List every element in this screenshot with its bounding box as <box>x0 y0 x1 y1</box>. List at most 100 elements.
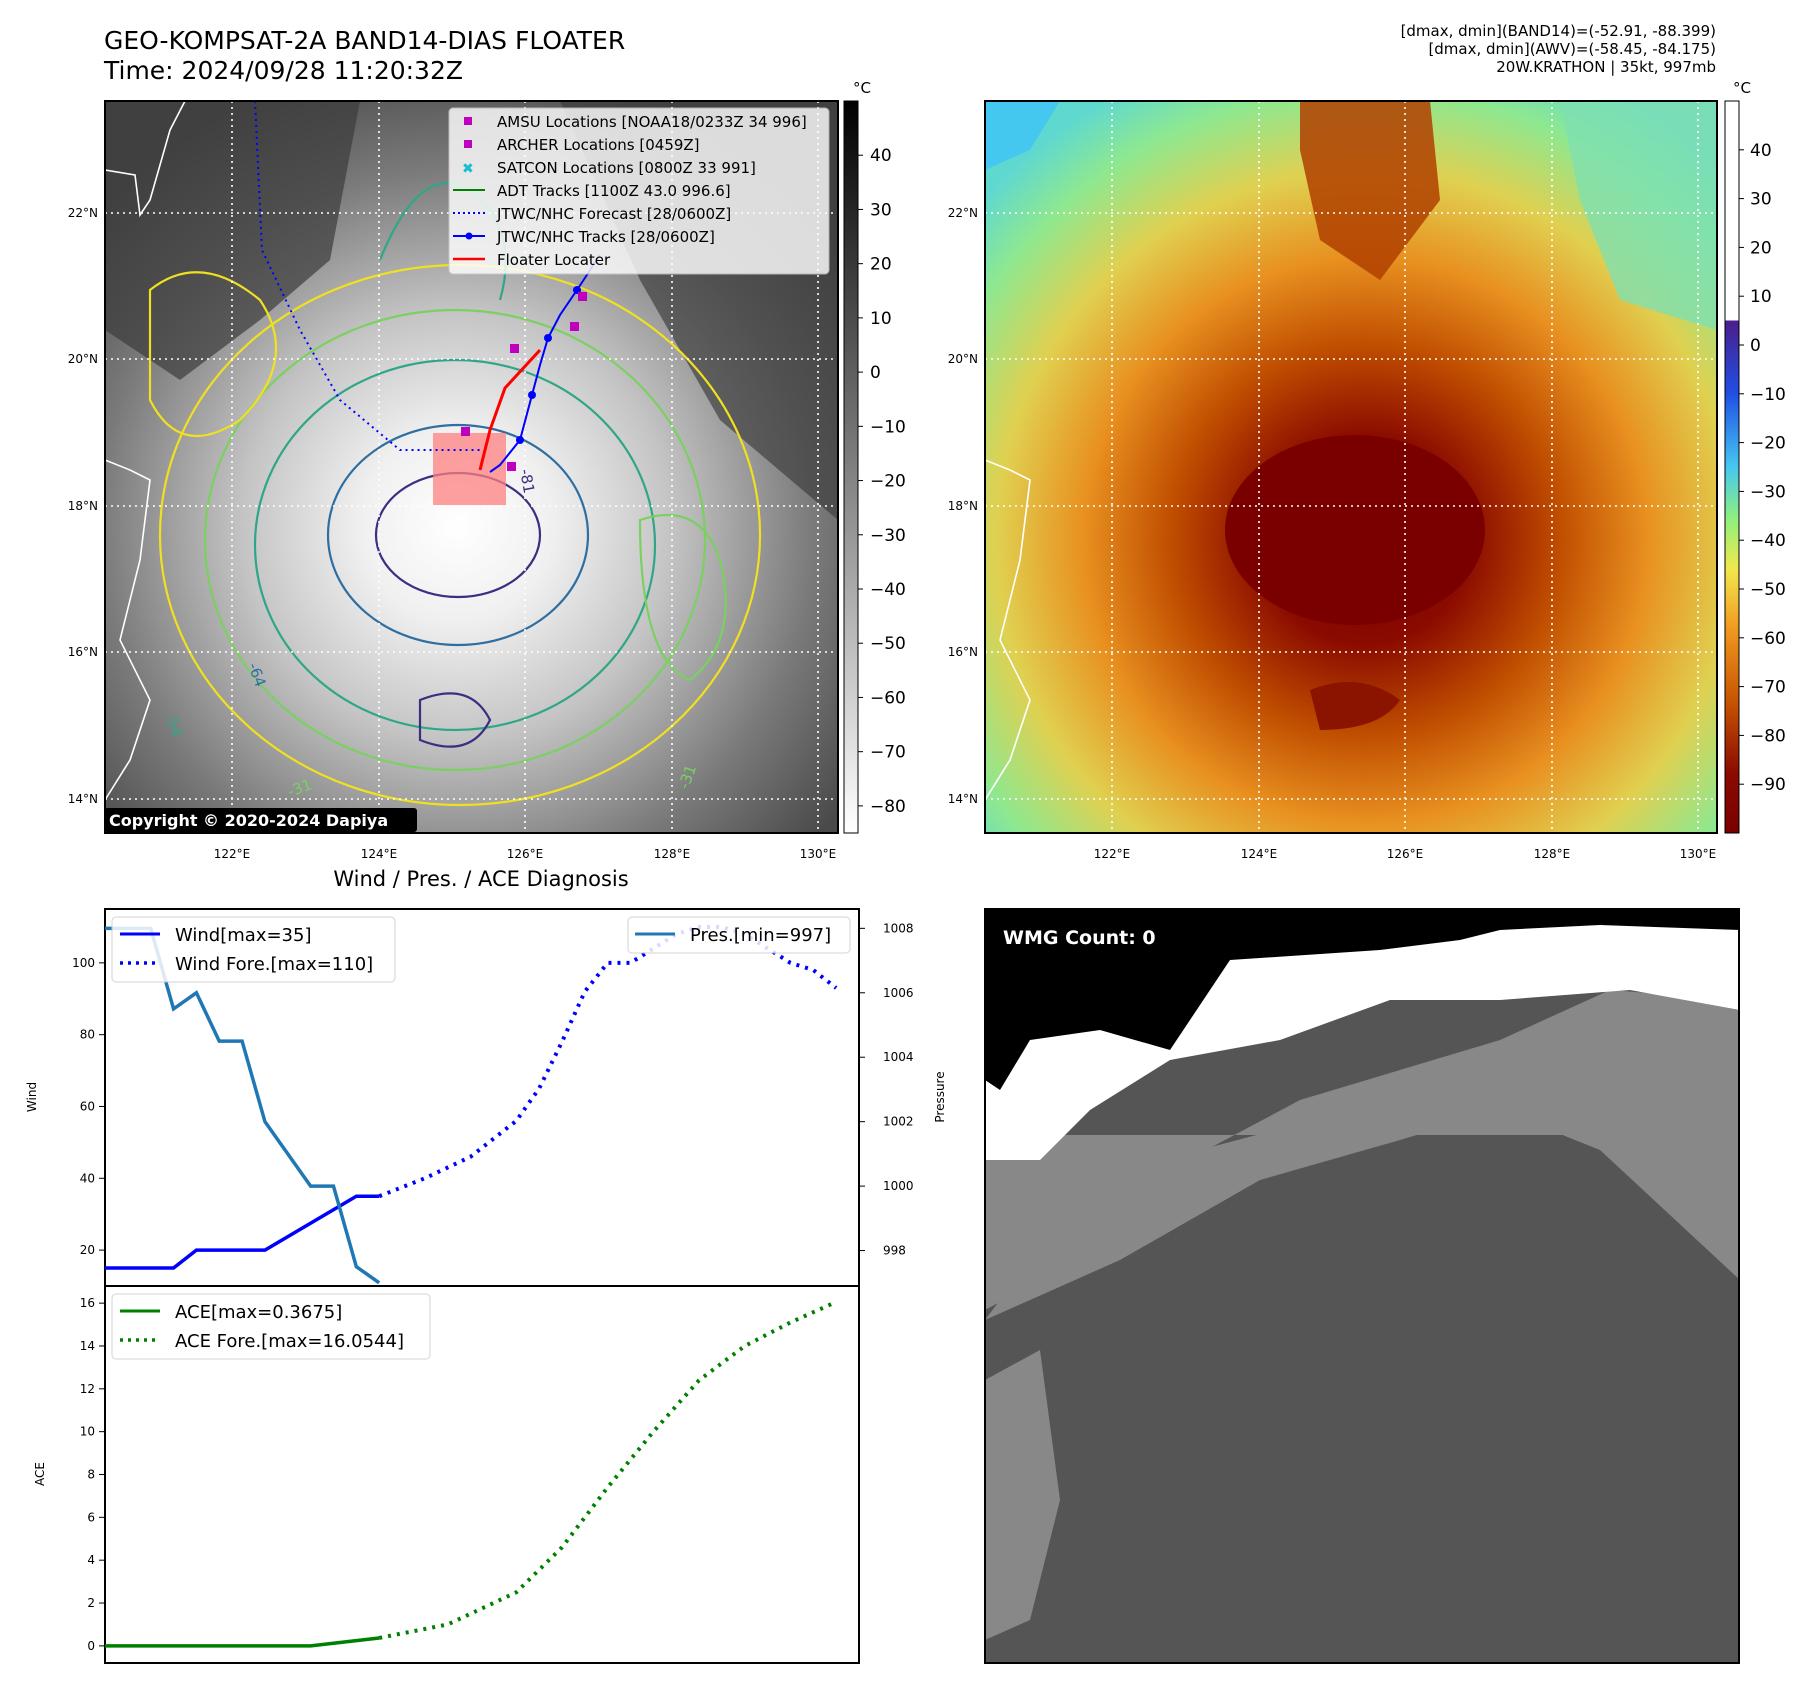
colorbar-tick-label: 30 <box>870 200 892 220</box>
wind-ytick-label: 100 <box>72 956 95 970</box>
awv-storm-core <box>1225 435 1485 625</box>
colorbar-tick-label: −30 <box>870 526 906 546</box>
lat-label: 18°N <box>68 499 98 513</box>
wind-ytick-label: 80 <box>80 1028 95 1042</box>
ir-map-frame <box>104 100 839 834</box>
awv-map <box>984 100 1718 834</box>
colorbar-awv: °C 40 30 20 10 0 −10 −20 −30 −40 −50 −60 −70 −80 −90 <box>1724 79 1786 834</box>
wmg-panel: WMG Count: 0 <box>984 908 1740 1664</box>
jtwc-track <box>489 254 601 473</box>
awv-moist-region <box>985 101 1060 170</box>
legend-label: Wind Fore.[max=110] <box>175 954 373 975</box>
ace-legend-box <box>111 1293 431 1360</box>
awv-lat-labels: 22°N 20°N 18°N 16°N 14°N <box>948 206 978 806</box>
jtwc-forecast-track <box>254 100 480 451</box>
legend-label: AMSU Locations [NOAA18/0233Z 34 996] <box>497 113 807 131</box>
legend-label: JTWC/NHC Forecast [28/0600Z] <box>496 205 731 223</box>
colorbar-tick-label: −50 <box>1750 580 1786 600</box>
title-line-1: GEO-KOMPSAT-2A BAND14-DIAS FLOATER <box>104 26 626 55</box>
lon-label: 126°E <box>507 847 544 861</box>
lat-label: 18°N <box>948 499 978 513</box>
colorbar-tick-label: −50 <box>870 634 906 654</box>
colorbar-unit: °C <box>1733 79 1751 97</box>
awv-gridlines <box>985 101 1717 833</box>
awv-coastline <box>984 459 1031 801</box>
pressure-ytick-label: 1002 <box>883 1115 914 1129</box>
copyright-text: Copyright © 2020-2024 Dapiya <box>109 811 388 830</box>
ace-axis-label: ACE <box>33 1462 47 1486</box>
info-line-3: 20W.KRATHON | 35kt, 997mb <box>1496 58 1716 76</box>
lat-label: 14°N <box>948 792 978 806</box>
lon-label: 122°E <box>214 847 251 861</box>
ace-legend: ACE[max=0.3675] ACE Fore.[max=16.0544] <box>111 1293 431 1360</box>
ace-yticks: 16 14 12 10 8 6 4 2 0 <box>80 1296 105 1653</box>
wind-axis-label: Wind <box>25 1082 39 1112</box>
ace-ytick-label: 4 <box>87 1553 95 1567</box>
lat-label: 22°N <box>948 206 978 220</box>
x-marker-icon: ✖ <box>462 161 474 177</box>
info-line-2: [dmax, dmin](AWV)=(-58.45, -84.175) <box>1428 40 1716 58</box>
floater-locater-track <box>478 348 542 471</box>
title-line-2: Time: 2024/09/28 11:20:32Z <box>104 56 463 85</box>
colorbar-ticks: 40 30 20 10 0 −10 −20 −30 −40 −50 −60 −70 −80 <box>858 146 906 817</box>
lat-label: 16°N <box>68 645 98 659</box>
colorbar-tick-label: −70 <box>870 743 906 763</box>
legend-item-jtwc-tracks: JTWC/NHC Tracks [28/0600Z] <box>453 228 715 246</box>
pressure-ytick-label: 1008 <box>883 921 914 935</box>
legend-label: ACE Fore.[max=16.0544] <box>175 1331 404 1352</box>
legend-item-jtwc-forecast: JTWC/NHC Forecast [28/0600Z] <box>453 205 731 223</box>
legend-item-archer: ARCHER Locations [0459Z] <box>464 136 700 154</box>
lat-label: 22°N <box>68 206 98 220</box>
legend-label: ACE[max=0.3675] <box>175 1302 342 1323</box>
ace-ytick-label: 14 <box>80 1339 95 1353</box>
pressure-ytick-label: 1004 <box>883 1050 914 1064</box>
legend-label: ADT Tracks [1100Z 43.0 996.6] <box>497 182 731 200</box>
pressure-yticks: 1008 1006 1004 1002 1000 998 <box>859 921 914 1258</box>
legend-item-adt: ADT Tracks [1100Z 43.0 996.6] <box>453 182 731 200</box>
wmg-frame <box>984 908 1740 1664</box>
lon-label: 128°E <box>654 847 691 861</box>
colorbar-tick-label: −60 <box>870 688 906 708</box>
ace-ytick-label: 6 <box>87 1510 95 1524</box>
legend-label: Wind[max=35] <box>175 925 312 946</box>
square-marker-icon <box>464 140 472 148</box>
lon-label: 126°E <box>1387 847 1424 861</box>
wmg-count-text: WMG Count: 0 <box>1003 927 1156 949</box>
wind-ytick-label: 20 <box>80 1243 95 1257</box>
legend-item-amsu: AMSU Locations [NOAA18/0233Z 34 996] <box>464 113 807 131</box>
ace-ytick-label: 12 <box>80 1382 95 1396</box>
colorbar-tick-label: 30 <box>1750 190 1772 210</box>
wind-legend-box <box>111 916 396 983</box>
legend-label: SATCON Locations [0800Z 33 991] <box>497 159 756 177</box>
awv-dry-band <box>1300 101 1440 280</box>
info-line-1: [dmax, dmin](BAND14)=(-52.91, -88.399) <box>1400 22 1716 40</box>
colorbar-tick-label: 20 <box>1750 238 1772 258</box>
colorbar-tick-label: 20 <box>870 255 892 275</box>
colorbar-tick-label: 0 <box>1750 336 1761 356</box>
legend-label: JTWC/NHC Tracks [28/0600Z] <box>496 228 715 246</box>
colorbar-tick-label: 0 <box>870 363 881 383</box>
wind-line <box>105 1194 380 1270</box>
pressure-ytick-label: 1000 <box>883 1179 914 1193</box>
colorbar-tick-label: 10 <box>870 309 892 329</box>
chart-title: Wind / Pres. / ACE Diagnosis <box>333 867 628 891</box>
colorbar-tick-label: 10 <box>1750 287 1772 307</box>
colorbar-tick-label: −10 <box>1750 385 1786 405</box>
contour-label: -81 <box>516 468 538 495</box>
wind-yticks: 100 80 60 40 20 <box>72 956 105 1257</box>
wind-legend: Wind[max=35] Wind Fore.[max=110] <box>111 916 396 983</box>
legend-label: Pres.[min=997] <box>690 925 831 946</box>
colorbar-tick-label: 40 <box>1750 141 1772 161</box>
amsu-archer-markers <box>461 292 587 471</box>
lon-label: 130°E <box>1680 847 1717 861</box>
colorbar-tick-label: −20 <box>870 472 906 492</box>
copyright-box <box>104 808 417 832</box>
storm-info: [dmax, dmin](BAND14)=(-52.91, -88.399) [… <box>1401 22 1716 76</box>
pressure-ytick-label: 998 <box>883 1244 906 1258</box>
lat-label: 16°N <box>948 645 978 659</box>
lon-label: 128°E <box>1534 847 1571 861</box>
pressure-axis-label: Pressure <box>933 1071 947 1122</box>
map-legend: AMSU Locations [NOAA18/0233Z 34 996] ARC… <box>448 107 830 275</box>
